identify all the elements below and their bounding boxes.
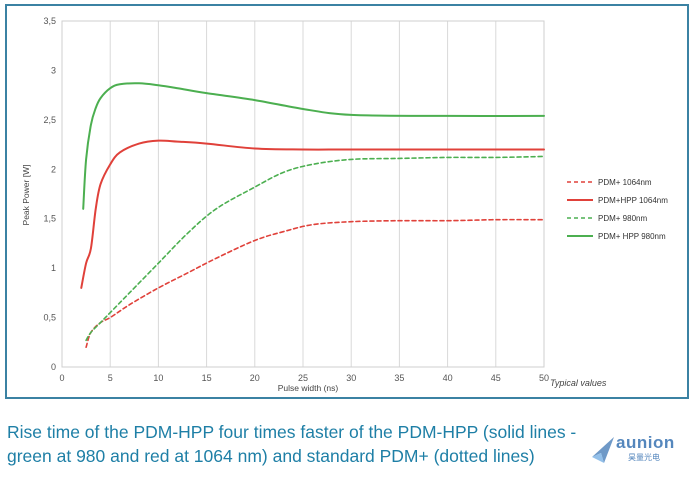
series-line-pdm-hpp-980nm bbox=[82, 82, 545, 210]
x-tick-label: 20 bbox=[250, 373, 260, 383]
peak-power-chart: 0 5 10 15 20 25 30 35 40 45 50 0 0,5 1 1,5 2 2,5 3 3,5 PDM… bbox=[21, 16, 668, 393]
legend: PDM+ 1064nm PDM+HPP 1064nm PDM+ 980nm PDM+ … bbox=[567, 178, 668, 241]
y-tick-label: 1 bbox=[51, 263, 56, 273]
axes: 0 5 10 15 20 25 30 35 40 45 50 0 0,5 1 1,5 2 2,5 3 3,5 bbox=[43, 16, 549, 383]
chart-frame: 0 5 10 15 20 25 30 35 40 45 50 0 0,5 1 1,5 2 2,5 3 3,5 PDM… bbox=[5, 4, 689, 399]
typical-values-note: Typical values bbox=[550, 378, 607, 388]
y-tick-label: 0 bbox=[51, 362, 56, 372]
figure-caption: Rise time of the PDM-HPP four times fast… bbox=[7, 420, 687, 468]
watermark-subtitle: 昊量光电 bbox=[628, 453, 660, 462]
grid-lines bbox=[61, 20, 545, 368]
x-tick-label: 35 bbox=[394, 373, 404, 383]
legend-label-pdm-hpp-980nm: PDM+ HPP 980nm bbox=[598, 232, 666, 241]
x-tick-label: 0 bbox=[59, 373, 64, 383]
legend-label-pdm-980nm: PDM+ 980nm bbox=[598, 214, 647, 223]
y-tick-label: 1,5 bbox=[43, 214, 56, 224]
series-lines bbox=[80, 82, 545, 349]
plot-area-border bbox=[61, 20, 545, 368]
aunion-watermark: aunion 昊量光电 bbox=[590, 433, 690, 467]
x-tick-label: 45 bbox=[491, 373, 501, 383]
series-line-pdm-1064nm bbox=[85, 218, 545, 349]
x-tick-label: 15 bbox=[202, 373, 212, 383]
legend-label-pdm-hpp-1064nm: PDM+HPP 1064nm bbox=[598, 196, 668, 205]
x-tick-label: 10 bbox=[153, 373, 163, 383]
y-tick-label: 3 bbox=[51, 65, 56, 75]
caption-line-1: Rise time of the PDM-HPP four times fast… bbox=[7, 422, 577, 442]
x-tick-label: 30 bbox=[346, 373, 356, 383]
x-axis-title: Pulse width (ns) bbox=[278, 383, 339, 393]
y-tick-label: 3,5 bbox=[43, 16, 56, 26]
caption-line-2: green at 980 and red at 1064 nm) and sta… bbox=[7, 446, 535, 466]
watermark-brand: aunion bbox=[616, 433, 675, 452]
series-line-pdm-980nm bbox=[85, 155, 545, 342]
x-tick-label: 50 bbox=[539, 373, 549, 383]
x-tick-label: 40 bbox=[443, 373, 453, 383]
legend-label-pdm-1064nm: PDM+ 1064nm bbox=[598, 178, 652, 187]
aunion-logo-icon bbox=[592, 437, 614, 463]
y-tick-label: 2,5 bbox=[43, 115, 56, 125]
y-tick-label: 0,5 bbox=[43, 313, 56, 323]
y-tick-label: 2 bbox=[51, 164, 56, 174]
series-line-pdm-hpp-1064nm bbox=[80, 139, 545, 289]
y-axis-title: Peak Power [W] bbox=[21, 165, 31, 226]
x-tick-label: 5 bbox=[108, 373, 113, 383]
x-tick-label: 25 bbox=[298, 373, 308, 383]
